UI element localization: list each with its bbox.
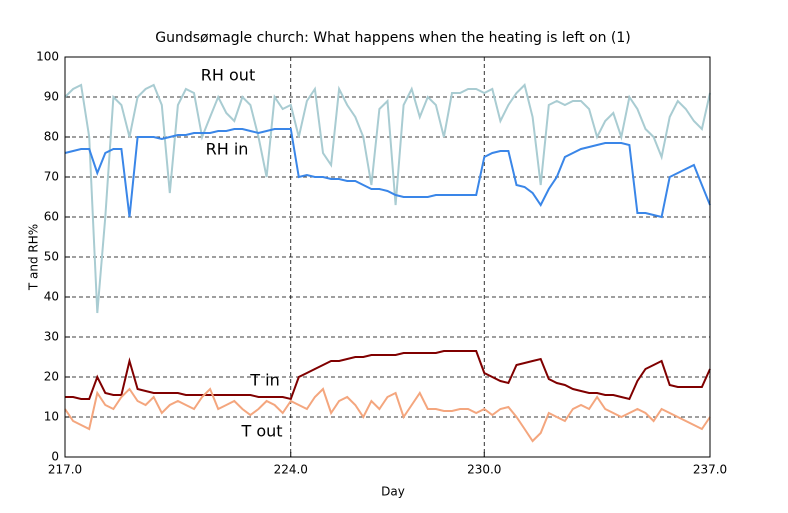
y-tick-label: 90 xyxy=(44,90,59,104)
y-tick-label: 70 xyxy=(44,170,59,184)
series-line xyxy=(64,83,711,314)
series-line xyxy=(64,128,711,219)
y-tick-label: 80 xyxy=(44,130,59,144)
x-axis-label: Day xyxy=(381,485,405,499)
y-tick-label: 60 xyxy=(44,210,59,224)
y-tick-label: 40 xyxy=(44,290,59,304)
series-label: RH in xyxy=(206,140,249,159)
y-tick-label: 100 xyxy=(36,50,59,64)
plot-frame xyxy=(64,56,711,458)
y-tick-label: 20 xyxy=(44,370,59,384)
y-tick-label: 0 xyxy=(51,450,59,464)
x-tick-label: 224.0 xyxy=(274,463,308,477)
y-tick-label: 10 xyxy=(44,410,59,424)
y-axis-label: T and RH% xyxy=(27,224,41,291)
series-label: RH out xyxy=(201,66,255,85)
y-tick-label: 50 xyxy=(44,250,59,264)
series-line xyxy=(65,350,711,401)
x-tick-label: 230.0 xyxy=(467,463,501,477)
x-tick-label: 217.0 xyxy=(48,463,82,477)
series-line xyxy=(64,387,711,443)
chart-title: Gundsømagle church: What happens when th… xyxy=(155,30,631,46)
series-label: T out xyxy=(240,422,282,441)
y-tick-label: 30 xyxy=(44,330,59,344)
series-label: T in xyxy=(249,371,279,390)
x-tick-label: 237.0 xyxy=(693,463,727,477)
